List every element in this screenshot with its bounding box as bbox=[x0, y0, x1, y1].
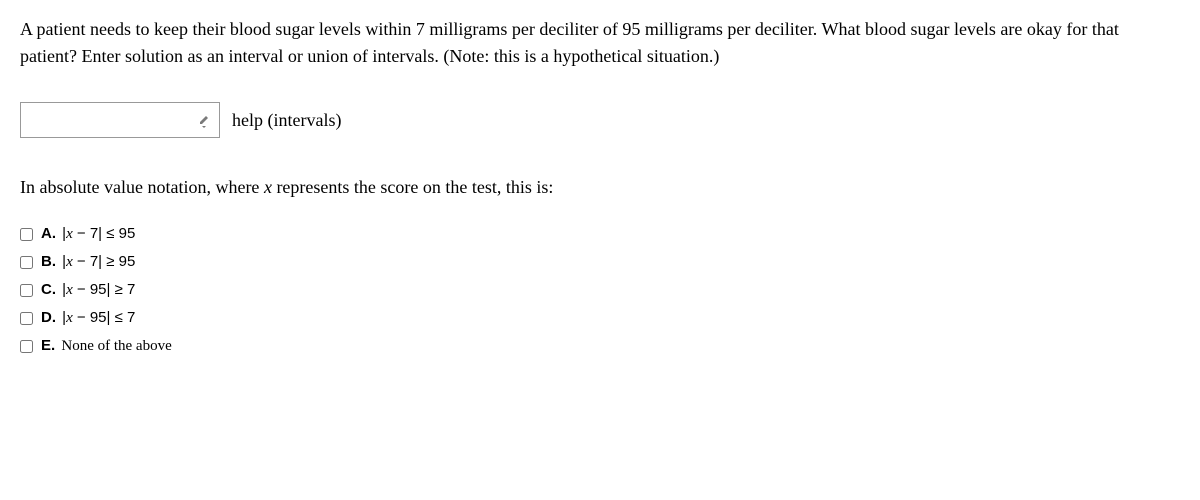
variable-x: x bbox=[264, 177, 272, 197]
help-intervals-link[interactable]: help (intervals) bbox=[232, 110, 341, 131]
option-c-letter: C. bbox=[41, 281, 56, 298]
answer-input-wrap bbox=[20, 102, 220, 138]
option-c-checkbox[interactable] bbox=[20, 284, 33, 297]
option-b[interactable]: B. |x − 7| ≥ 95 bbox=[20, 253, 1180, 271]
option-a-expr: |x − 7| ≤ 95 bbox=[62, 225, 135, 242]
option-d-checkbox[interactable] bbox=[20, 312, 33, 325]
option-e-letter: E. bbox=[41, 337, 55, 354]
option-c-expr: |x − 95| ≥ 7 bbox=[62, 281, 135, 298]
option-d-letter: D. bbox=[41, 309, 56, 326]
option-e-checkbox[interactable] bbox=[20, 340, 33, 353]
question-text: A patient needs to keep their blood suga… bbox=[20, 16, 1180, 70]
option-a-letter: A. bbox=[41, 225, 56, 242]
answer-input-row: help (intervals) bbox=[20, 102, 1180, 138]
sub-question-suffix: represents the score on the test, this i… bbox=[272, 177, 553, 197]
option-b-checkbox[interactable] bbox=[20, 256, 33, 269]
option-c[interactable]: C. |x − 95| ≥ 7 bbox=[20, 281, 1180, 299]
option-e[interactable]: E. None of the above bbox=[20, 337, 1180, 355]
option-e-text: None of the above bbox=[61, 338, 171, 354]
option-a[interactable]: A. |x − 7| ≤ 95 bbox=[20, 225, 1180, 243]
sub-question-prefix: In absolute value notation, where bbox=[20, 177, 264, 197]
option-d[interactable]: D. |x − 95| ≤ 7 bbox=[20, 309, 1180, 327]
option-d-expr: |x − 95| ≤ 7 bbox=[62, 309, 135, 326]
option-b-letter: B. bbox=[41, 253, 56, 270]
option-a-checkbox[interactable] bbox=[20, 228, 33, 241]
sub-question-text: In absolute value notation, where x repr… bbox=[20, 174, 1180, 201]
option-b-expr: |x − 7| ≥ 95 bbox=[62, 253, 135, 270]
answer-input[interactable] bbox=[20, 102, 220, 138]
options-list: A. |x − 7| ≤ 95 B. |x − 7| ≥ 95 C. |x − … bbox=[20, 225, 1180, 355]
